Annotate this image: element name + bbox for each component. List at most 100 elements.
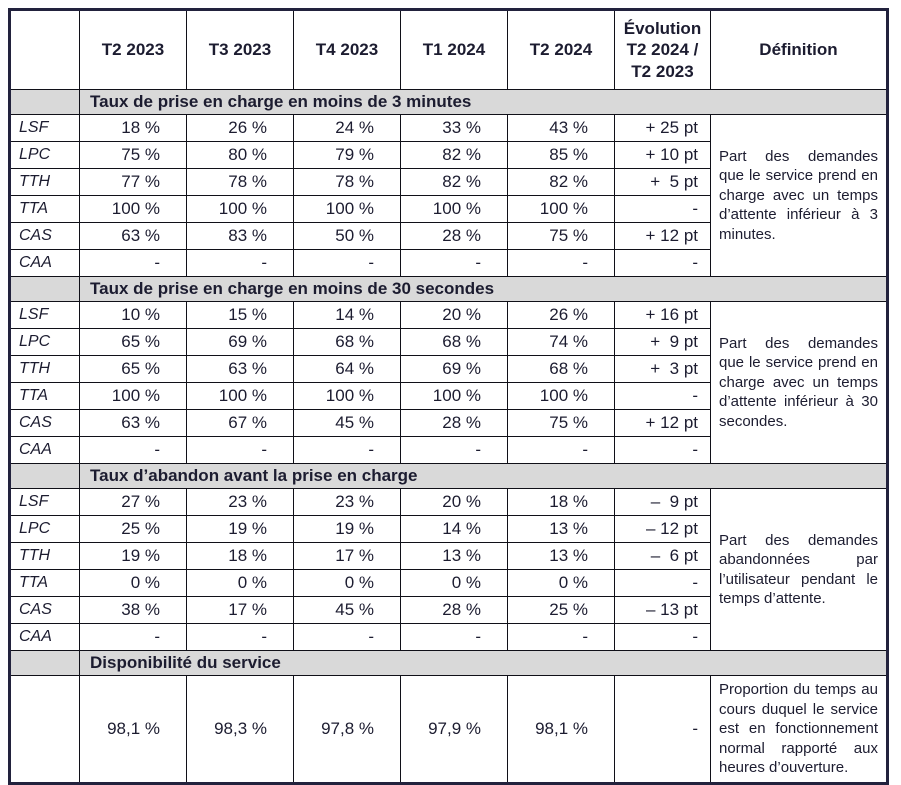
metric-cell: 0 % [507,569,615,597]
row-label: CAS [9,222,80,250]
row-label: LPC [9,328,80,356]
table-row: LSF 27 % 23 % 23 % 20 % 18 % – 9 pt Part… [9,488,888,651]
metric-cell: 38 % [79,596,187,624]
metric-cell: 28 % [400,222,508,250]
row-label: CAS [9,409,80,437]
metric-cell: 0 % [186,569,294,597]
column-header-evolution: Évolution T2 2024 / T2 2023 [614,9,711,90]
metric-cell: - [186,623,294,651]
evolution-cell: + 12 pt [614,409,711,437]
metric-cell: 98,1 % [507,675,615,784]
row-label: TTA [9,569,80,597]
metric-cell: 19 % [293,515,401,543]
section-title: Taux d’abandon avant la prise en charge [79,463,888,489]
metric-cell: 13 % [507,515,615,543]
metric-cell: 98,3 % [186,675,294,784]
column-header-t1-2024: T1 2024 [400,9,508,90]
metric-cell: 64 % [293,355,401,383]
metric-cell: 69 % [186,328,294,356]
metric-cell: 65 % [79,328,187,356]
table-row: LPC 25 % 19 % 19 % 14 % 13 % – 12 pt [9,515,888,543]
table-row: CAA - - - - - - [9,623,888,651]
metric-cell: 19 % [79,542,187,570]
section-title: Taux de prise en charge en moins de 3 mi… [79,89,888,115]
metric-cell: 82 % [507,168,615,196]
metric-cell: 18 % [507,488,615,516]
metric-cell: 100 % [293,195,401,223]
evolution-cell: - [614,623,711,651]
metric-cell: - [507,623,615,651]
metric-cell: 45 % [293,596,401,624]
metric-cell: - [186,436,294,464]
metric-cell: 100 % [79,195,187,223]
section-band-corner [9,650,80,676]
metric-cell: 78 % [186,168,294,196]
table-row: TTH 65 % 63 % 64 % 69 % 68 % + 3 pt [9,355,888,383]
metric-cell: 63 % [79,409,187,437]
table-row: LSF 10 % 15 % 14 % 20 % 26 % + 16 pt Par… [9,301,888,464]
metric-cell: 75 % [507,222,615,250]
metric-cell: 25 % [79,515,187,543]
metric-cell: 68 % [507,355,615,383]
column-header-t2-2024: T2 2024 [507,9,615,90]
metric-cell: 68 % [400,328,508,356]
row-label: TTH [9,542,80,570]
metric-cell: 100 % [400,382,508,410]
table-row: TTA 100 % 100 % 100 % 100 % 100 % - [9,195,888,223]
metric-cell: 17 % [293,542,401,570]
metric-cell: 63 % [79,222,187,250]
table-row: CAA - - - - - - [9,249,888,277]
metric-cell: 23 % [293,488,401,516]
metric-cell: 10 % [79,301,187,329]
row-label: TTH [9,355,80,383]
metric-cell: 23 % [186,488,294,516]
table-row: TTA 0 % 0 % 0 % 0 % 0 % - [9,569,888,597]
row-label: TTH [9,168,80,196]
evolution-cell: + 10 pt [614,141,711,169]
metric-cell: 28 % [400,409,508,437]
table-row: CAS 63 % 67 % 45 % 28 % 75 % + 12 pt [9,409,888,437]
kpi-table: T2 2023 T3 2023 T4 2023 T1 2024 T2 2024 … [8,8,889,785]
metric-cell: 100 % [186,195,294,223]
row-label: LPC [9,141,80,169]
metric-cell: 0 % [400,569,508,597]
evolution-cell: – 12 pt [614,515,711,543]
metric-cell: 18 % [79,114,187,142]
metric-cell: 45 % [293,409,401,437]
evolution-cell: - [614,436,711,464]
metric-cell: - [79,623,187,651]
metric-cell: 26 % [186,114,294,142]
metric-cell: 20 % [400,301,508,329]
metric-cell: 74 % [507,328,615,356]
metric-cell: 79 % [293,141,401,169]
evolution-cell: + 5 pt [614,168,711,196]
table-row: LPC 75 % 80 % 79 % 82 % 85 % + 10 pt [9,141,888,169]
metric-cell: 63 % [186,355,294,383]
metric-cell: - [400,249,508,277]
row-label: CAA [9,436,80,464]
metric-cell: - [293,249,401,277]
metric-cell: 77 % [79,168,187,196]
metric-cell: - [507,436,615,464]
corner-cell [9,9,80,90]
table-row: TTA 100 % 100 % 100 % 100 % 100 % - [9,382,888,410]
section-title: Taux de prise en charge en moins de 30 s… [79,276,888,302]
metric-cell: 80 % [186,141,294,169]
metric-cell: 19 % [186,515,294,543]
metric-cell: 83 % [186,222,294,250]
metric-cell: 20 % [400,488,508,516]
metric-cell: 33 % [400,114,508,142]
column-header-t3-2023: T3 2023 [186,9,294,90]
metric-cell: 100 % [186,382,294,410]
row-label: LSF [9,488,80,516]
evolution-cell: – 13 pt [614,596,711,624]
row-label: LSF [9,301,80,329]
metric-cell: - [400,623,508,651]
metric-cell: 28 % [400,596,508,624]
metric-cell: 100 % [507,195,615,223]
metric-cell: 15 % [186,301,294,329]
metric-cell: - [293,623,401,651]
section-band: Taux d’abandon avant la prise en charge [9,463,888,489]
metric-cell: 85 % [507,141,615,169]
table-row: LSF 18 % 26 % 24 % 33 % 43 % + 25 pt Par… [9,114,888,277]
